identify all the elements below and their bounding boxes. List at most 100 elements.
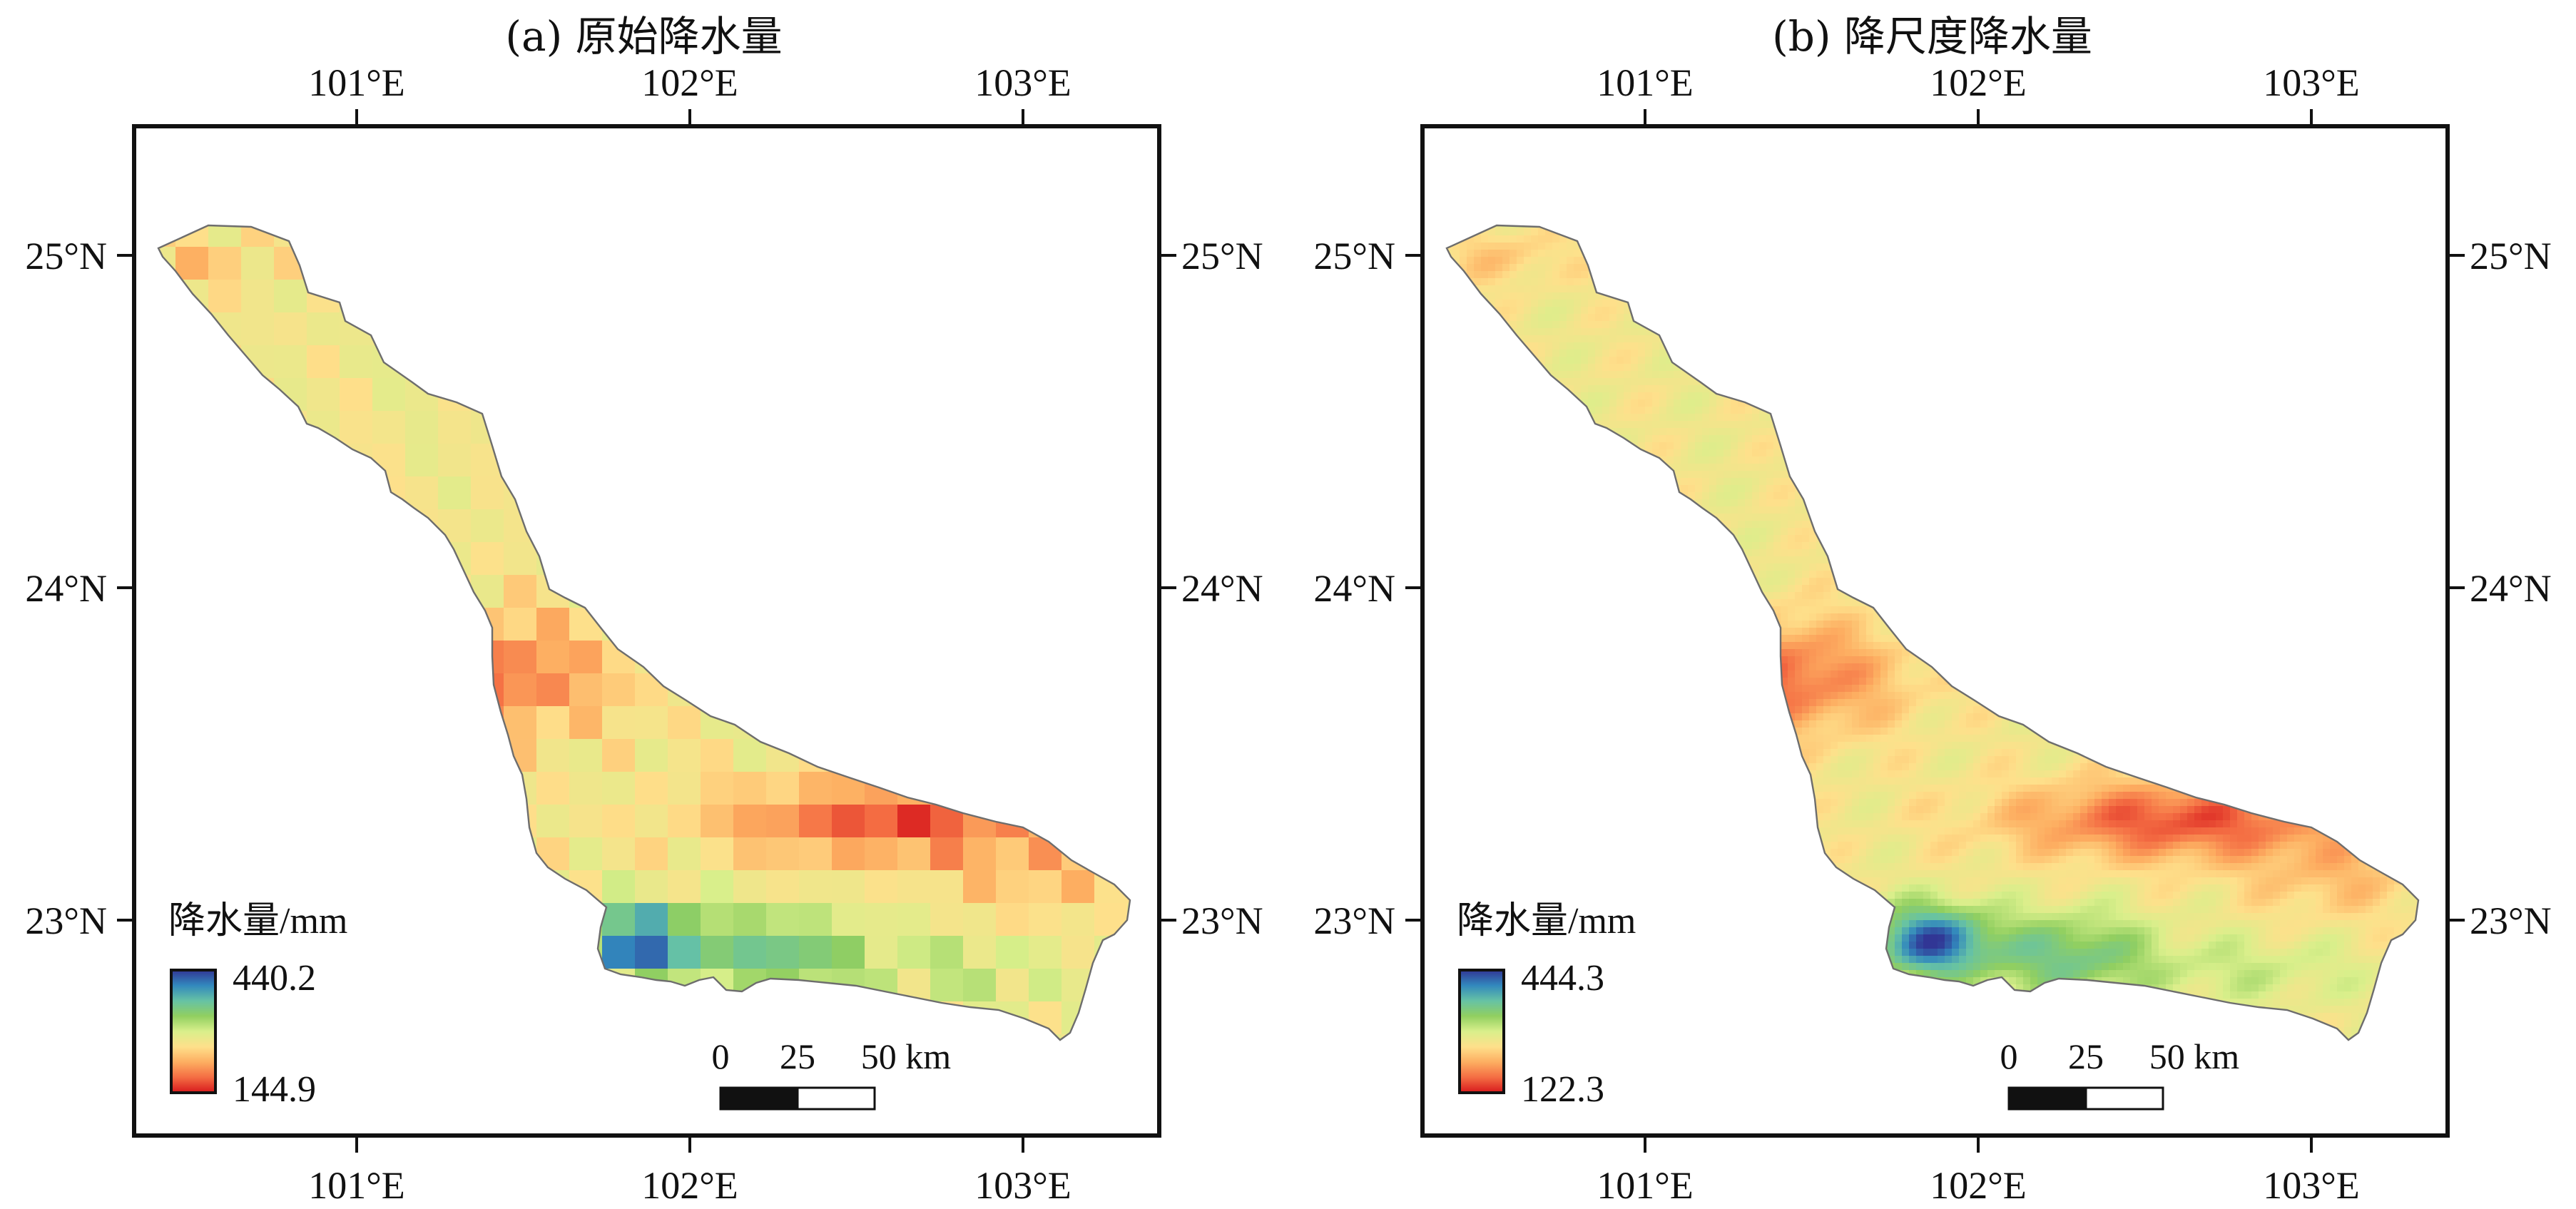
raster-cell: [2330, 278, 2338, 286]
raster-cell: [1438, 243, 1446, 250]
raster-cell: [2080, 364, 2088, 372]
raster-cell: [1062, 575, 1095, 608]
raster-cell: [2423, 385, 2430, 393]
raster-cell: [2116, 342, 2124, 350]
raster-cell: [2401, 407, 2409, 414]
raster-cell: [1510, 257, 1517, 265]
raster-cell: [766, 378, 800, 412]
raster-cell: [1574, 243, 1582, 250]
raster-cell: [1816, 371, 1824, 379]
raster-cell: [241, 476, 275, 510]
raster-cell: [1559, 421, 1567, 429]
raster-cell: [1909, 250, 1917, 257]
raster-cell: [1716, 271, 1724, 279]
raster-cell: [2116, 350, 2124, 357]
raster-cell: [1938, 300, 1945, 307]
raster-cell: [2116, 257, 2124, 265]
raster-cell: [1695, 392, 1703, 400]
raster-cell: [2273, 399, 2281, 407]
raster-cell: [1645, 407, 1653, 414]
raster-cell: [1617, 421, 1624, 429]
raster-cell: [1460, 225, 1467, 229]
raster-cell: [2337, 243, 2345, 250]
raster-cell: [372, 739, 406, 772]
raster-cell: [1745, 371, 1753, 379]
raster-cell: [1966, 235, 1974, 243]
raster-cell: [1987, 321, 1995, 329]
raster-cell: [1938, 214, 1945, 222]
raster-cell: [1488, 271, 1496, 279]
raster-cell: [2166, 228, 2174, 236]
raster-cell: [1880, 300, 1888, 307]
raster-cell: [1666, 321, 1674, 329]
raster-cell: [1731, 342, 1738, 350]
raster-cell: [1945, 378, 1953, 386]
raster-cell: [1062, 936, 1095, 969]
raster-cell: [2230, 357, 2238, 364]
raster-cell: [1816, 378, 1824, 386]
raster-cell: [1980, 257, 1988, 265]
raster-cell: [2066, 228, 2074, 236]
raster-cell: [1823, 285, 1831, 293]
raster-cell: [2201, 285, 2209, 293]
raster-cell: [897, 739, 931, 772]
raster-cell: [1888, 385, 1895, 393]
raster-cell: [2087, 314, 2095, 322]
raster-cell: [1559, 407, 1567, 414]
raster-cell: [2287, 278, 2295, 286]
raster-cell: [307, 1034, 340, 1040]
raster-cell: [2294, 271, 2302, 279]
raster-cell: [2223, 285, 2231, 293]
raster-cell: [1859, 264, 1867, 272]
raster-cell: [1859, 250, 1867, 257]
raster-cell: [1638, 378, 1646, 386]
raster-cell: [2316, 385, 2323, 393]
raster-cell: [1895, 407, 1903, 414]
raster-cell: [2366, 350, 2373, 357]
raster-cell: [2187, 243, 2195, 250]
raster-cell: [1588, 285, 1596, 293]
raster-cell: [1552, 364, 1560, 372]
raster-cell: [2223, 314, 2231, 322]
raster-cell: [1474, 378, 1482, 386]
raster-cell: [2116, 371, 2124, 379]
raster-cell: [1966, 364, 1974, 372]
raster-cell: [1510, 278, 1517, 286]
raster-cell: [2251, 321, 2259, 329]
raster-cell: [1545, 292, 1553, 300]
raster-cell: [1938, 407, 1945, 414]
raster-cell: [1773, 414, 1781, 422]
raster-cell: [1866, 371, 1874, 379]
raster-cell: [1624, 285, 1631, 293]
raster-cell: [2251, 407, 2259, 414]
raster-cell: [1467, 371, 1475, 379]
raster-cell: [2216, 257, 2224, 265]
raster-cell: [2244, 225, 2252, 229]
raster-cell: [2002, 235, 2010, 243]
scalebar-label: 25: [780, 1036, 815, 1076]
raster-cell: [635, 903, 668, 937]
raster-cell: [1645, 250, 1653, 257]
raster-cell: [1447, 328, 1453, 336]
raster-cell: [1659, 378, 1667, 386]
raster-cell: [2216, 392, 2224, 400]
raster-cell: [1652, 407, 1660, 414]
raster-cell: [2401, 250, 2409, 257]
raster-cell: [2109, 314, 2117, 322]
raster-cell: [1467, 300, 1475, 307]
raster-cell: [2216, 278, 2224, 286]
raster-cell: [2180, 235, 2188, 243]
raster-cell: [1595, 399, 1603, 407]
raster-cell: [2244, 392, 2252, 400]
raster-cell: [2130, 350, 2138, 357]
raster-cell: [766, 903, 800, 937]
raster-cell: [2373, 307, 2381, 315]
raster-cell: [2130, 385, 2138, 393]
raster-cell: [405, 706, 439, 740]
raster-cell: [1567, 271, 1574, 279]
raster-cell: [635, 608, 668, 641]
raster-cell: [1481, 250, 1489, 257]
raster-cell: [2380, 264, 2388, 272]
raster-cell: [635, 345, 668, 379]
raster-cell: [1617, 314, 1624, 322]
